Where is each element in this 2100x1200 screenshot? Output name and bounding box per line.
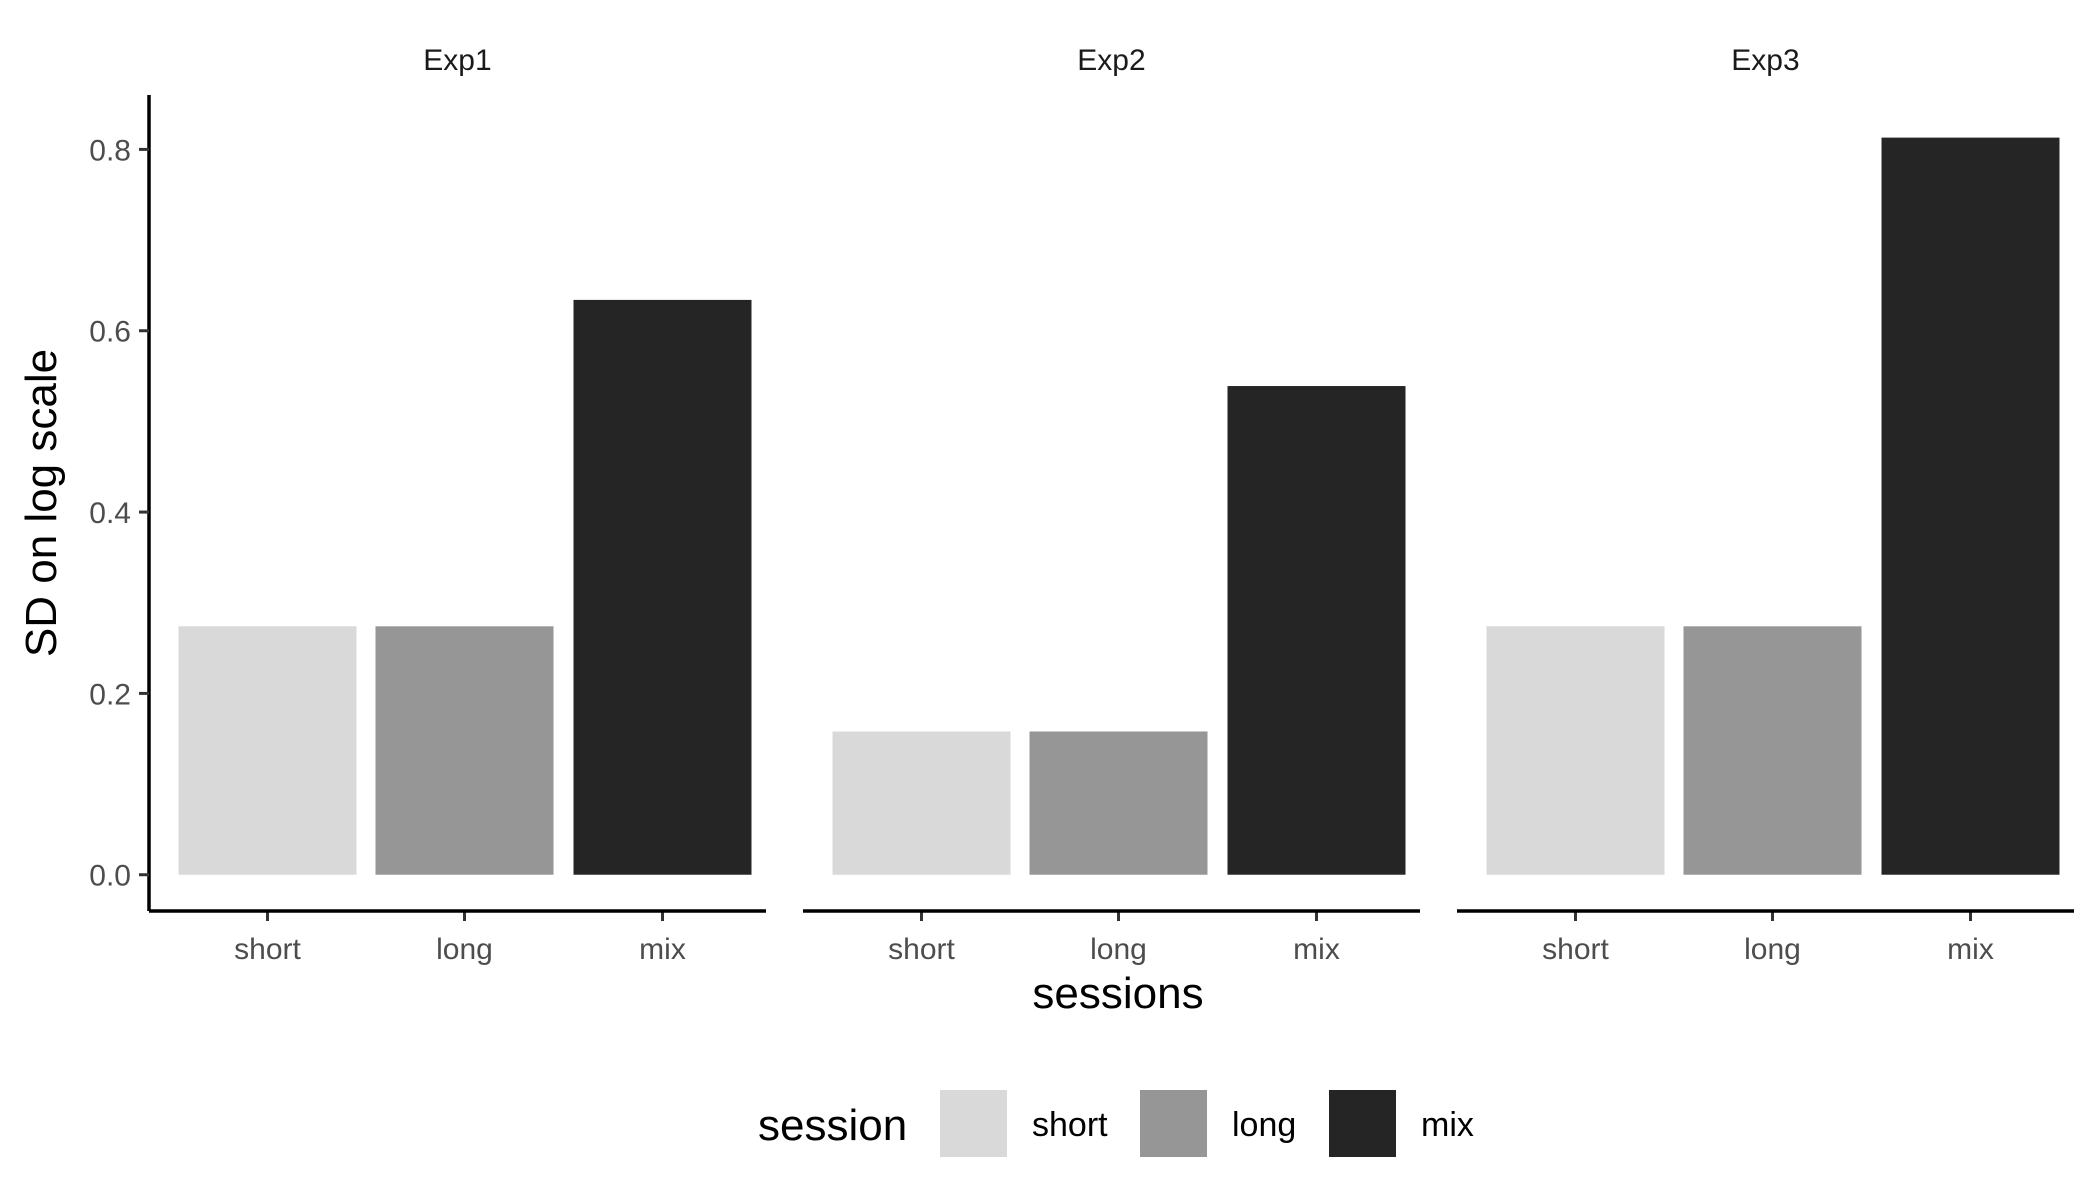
bar-exp3-mix <box>1881 137 2060 875</box>
bar-exp1-mix <box>573 299 752 875</box>
bar-exp2-long <box>1029 731 1208 875</box>
legend-label-mix: mix <box>1421 1106 1474 1144</box>
y-tick-label: 0.2 <box>89 678 131 711</box>
x-tick-label: mix <box>639 933 686 966</box>
facet-exp3: Exp3 short long mix <box>1457 44 2074 966</box>
legend-key-long <box>1140 1090 1207 1157</box>
bar-exp2-mix <box>1227 386 1406 875</box>
y-tick-label: 0.0 <box>89 860 131 893</box>
facet-panels: Exp1 short long mix Exp2 short long mix Exp3 shor… <box>149 44 2074 966</box>
legend-key-short <box>940 1090 1007 1157</box>
x-tick-label: mix <box>1947 933 1994 966</box>
bar-exp3-short <box>1486 626 1665 875</box>
x-tick-label: long <box>1744 933 1801 966</box>
y-tick-label: 0.4 <box>89 497 131 530</box>
bar-exp1-long <box>375 626 554 875</box>
y-tick-label: 0.8 <box>89 134 131 167</box>
bar-exp2-short <box>832 731 1011 875</box>
legend: session short long mix <box>758 1090 1474 1157</box>
legend-title: session <box>758 1101 907 1150</box>
y-axis: 0.0 0.2 0.4 0.6 0.8 <box>89 95 151 911</box>
facet-exp2: Exp2 short long mix <box>803 44 1420 966</box>
x-tick-label: long <box>436 933 493 966</box>
x-tick-label: short <box>234 933 301 966</box>
x-tick-label: long <box>1090 933 1147 966</box>
y-axis-title: SD on log scale <box>17 349 66 657</box>
x-tick-label: mix <box>1293 933 1340 966</box>
bar-exp3-long <box>1683 626 1862 875</box>
y-tick-label: 0.6 <box>89 316 131 349</box>
legend-label-short: short <box>1032 1106 1108 1144</box>
facet-exp1: Exp1 short long mix <box>149 44 766 966</box>
x-axis-title: sessions <box>1032 969 1203 1018</box>
x-tick-label: short <box>1542 933 1609 966</box>
legend-key-mix <box>1329 1090 1396 1157</box>
facet-strip-label: Exp1 <box>423 44 491 77</box>
facet-strip-label: Exp2 <box>1077 44 1145 77</box>
bar-exp1-short <box>178 626 357 875</box>
x-tick-label: short <box>888 933 955 966</box>
legend-label-long: long <box>1232 1106 1296 1144</box>
facet-strip-label: Exp3 <box>1731 44 1799 77</box>
